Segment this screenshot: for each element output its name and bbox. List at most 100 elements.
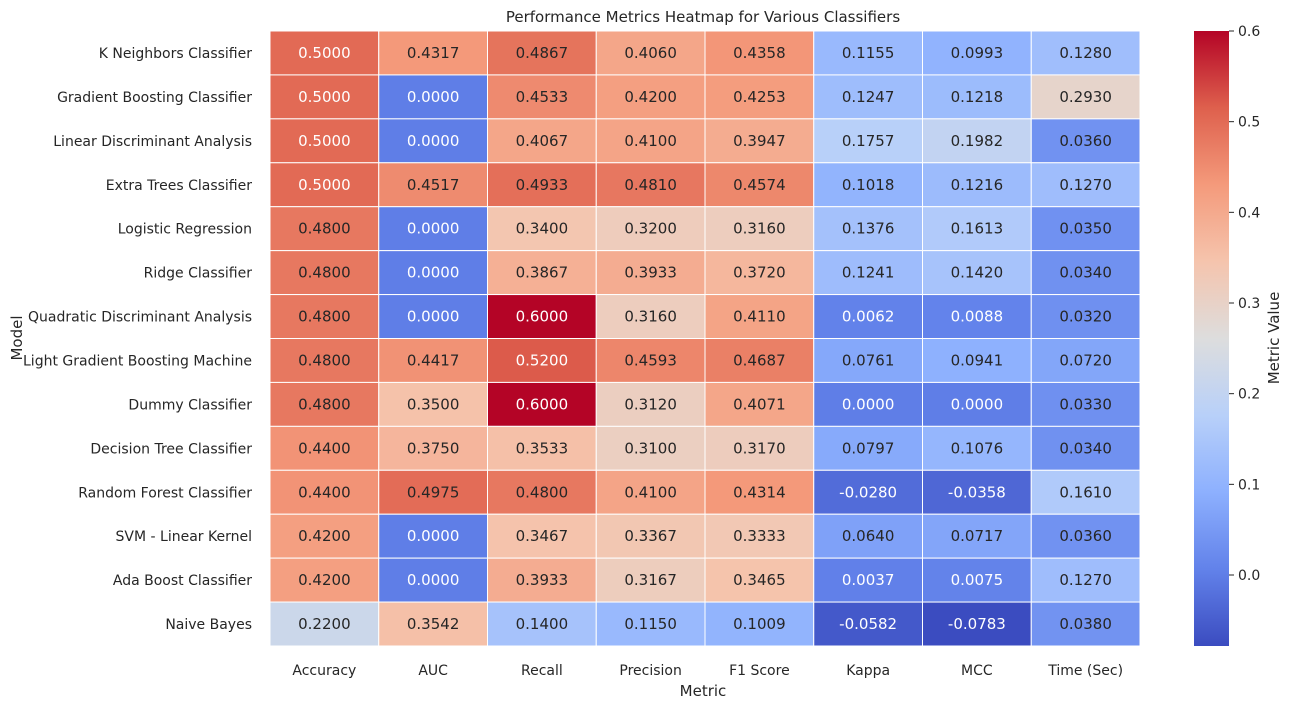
heatmap-cell: [704, 206, 815, 252]
column-label: Accuracy: [292, 663, 356, 679]
cell-value-label: 0.4110: [733, 308, 786, 326]
cell-value-label: -0.0280: [839, 483, 897, 501]
heatmap-cell: [378, 557, 488, 603]
cell-value-label: 0.3467: [516, 527, 569, 545]
cell-value-label: 0.1757: [842, 132, 895, 150]
heatmap-cell: [378, 30, 488, 76]
cell-value-label: 0.3120: [624, 395, 677, 413]
column-label: Time (Sec): [1047, 663, 1123, 679]
cell-value-label: 0.0000: [407, 220, 460, 238]
cell-value-label: 0.4574: [733, 176, 786, 194]
cell-value-label: 0.0000: [407, 88, 460, 106]
heatmap-cell: [922, 294, 1032, 340]
heatmap-cell: [813, 294, 923, 340]
heatmap-cell: [269, 513, 380, 559]
row-label: Logistic Regression: [118, 222, 252, 238]
colorbar-tick-label: 0.0: [1238, 568, 1260, 584]
heatmap-cell: [487, 118, 597, 164]
heatmap-cell: [378, 425, 488, 471]
heatmap-cell: [487, 469, 597, 515]
cell-value-label: 0.0340: [1059, 439, 1112, 457]
row-label: Gradient Boosting Classifier: [57, 90, 252, 106]
row-label: Random Forest Classifier: [78, 485, 252, 501]
cell-value-label: 0.1270: [1059, 571, 1112, 589]
heatmap-cell: [1030, 557, 1141, 603]
cell-value-label: 0.1009: [733, 615, 786, 633]
cell-value-label: 0.4317: [407, 44, 460, 62]
cell-value-label: 0.4800: [298, 395, 351, 413]
cell-value-label: 0.3465: [733, 571, 786, 589]
cell-value-label: 0.5000: [298, 88, 351, 106]
cell-value-label: 0.5200: [516, 351, 569, 369]
cell-value-label: -0.0582: [839, 615, 897, 633]
cell-value-label: 0.6000: [516, 395, 569, 413]
column-labels: Accuracy AUC Recall Precision F1 Score Kappa M…: [292, 663, 1123, 679]
heatmap-cell: [1030, 250, 1141, 296]
heatmap-cell: [595, 30, 706, 76]
heatmap-cell: [1030, 469, 1141, 515]
heatmap-cells: 0.5000 0.4317 0.4867 0.4060 0.4358 0.1155 0.09…: [269, 30, 1141, 647]
cell-value-label: 0.0360: [1059, 132, 1112, 150]
cell-value-label: 0.1247: [842, 88, 895, 106]
heatmap-cell: [704, 338, 815, 383]
column-label: Recall: [521, 663, 563, 679]
cell-value-label: 0.4810: [624, 176, 677, 194]
heatmap-cell: [813, 513, 923, 559]
cell-value-label: 0.0330: [1059, 395, 1112, 413]
cell-value-label: 0.0088: [951, 308, 1004, 326]
cell-value-label: 0.2200: [298, 615, 351, 633]
cell-value-label: 0.3400: [516, 220, 569, 238]
cell-value-label: 0.4975: [407, 483, 460, 501]
heatmap-cell: [1030, 381, 1141, 427]
heatmap-cell: [595, 469, 706, 515]
heatmap-cell: [487, 30, 597, 76]
cell-value-label: 0.3200: [624, 220, 677, 238]
cell-value-label: 0.1982: [951, 132, 1004, 150]
cell-value-label: 0.5000: [298, 132, 351, 150]
cell-value-label: 0.0640: [842, 527, 895, 545]
heatmap-cell: [378, 118, 488, 164]
heatmap-cell: [595, 206, 706, 252]
cell-value-label: 0.1400: [516, 615, 569, 633]
heatmap-cell: [595, 74, 706, 120]
colorbar-label: Metric Value: [1265, 292, 1283, 385]
row-label: Linear Discriminant Analysis: [53, 134, 252, 150]
cell-value-label: 0.3333: [733, 527, 786, 545]
cell-value-label: 0.0340: [1059, 264, 1112, 282]
row-label: Decision Tree Classifier: [90, 441, 252, 457]
colorbar-tick-label: 0.2: [1238, 387, 1260, 403]
heatmap-cell: [704, 118, 815, 164]
colorbar-ticks: 0.0 0.1 0.2 0.3 0.4 0.5 0.6: [1229, 24, 1260, 584]
heatmap-cell: [487, 162, 597, 208]
heatmap-cell: [1030, 206, 1141, 252]
cell-value-label: 0.3100: [624, 439, 677, 457]
heatmap-cell: [378, 469, 488, 515]
heatmap-cell: [1030, 30, 1141, 76]
heatmap-cell: [269, 425, 380, 471]
row-label: Ada Boost Classifier: [113, 573, 252, 589]
heatmap-cell: [1030, 74, 1141, 120]
cell-value-label: 0.1150: [624, 615, 677, 633]
cell-value-label: 0.0941: [951, 351, 1004, 369]
heatmap-cell: [1030, 294, 1141, 340]
column-label: Kappa: [846, 663, 890, 679]
cell-value-label: 0.4314: [733, 483, 786, 501]
cell-value-label: 0.6000: [516, 308, 569, 326]
heatmap-cell: [1030, 425, 1141, 471]
heatmap-cell: [813, 557, 923, 603]
heatmap-cell: [1030, 338, 1141, 383]
heatmap-cell: [269, 162, 380, 208]
cell-value-label: 0.0993: [951, 44, 1004, 62]
cell-value-label: 0.4200: [298, 571, 351, 589]
heatmap-cell: [378, 74, 488, 120]
cell-value-label: 0.0000: [842, 395, 895, 413]
cell-value-label: 0.4200: [624, 88, 677, 106]
heatmap-cell: [269, 557, 380, 603]
heatmap-cell: [922, 118, 1032, 164]
heatmap-cell: [813, 30, 923, 76]
cell-value-label: 0.4687: [733, 351, 786, 369]
heatmap-cell: [813, 425, 923, 471]
cell-value-label: 0.3720: [733, 264, 786, 282]
cell-value-label: 0.3933: [624, 264, 677, 282]
